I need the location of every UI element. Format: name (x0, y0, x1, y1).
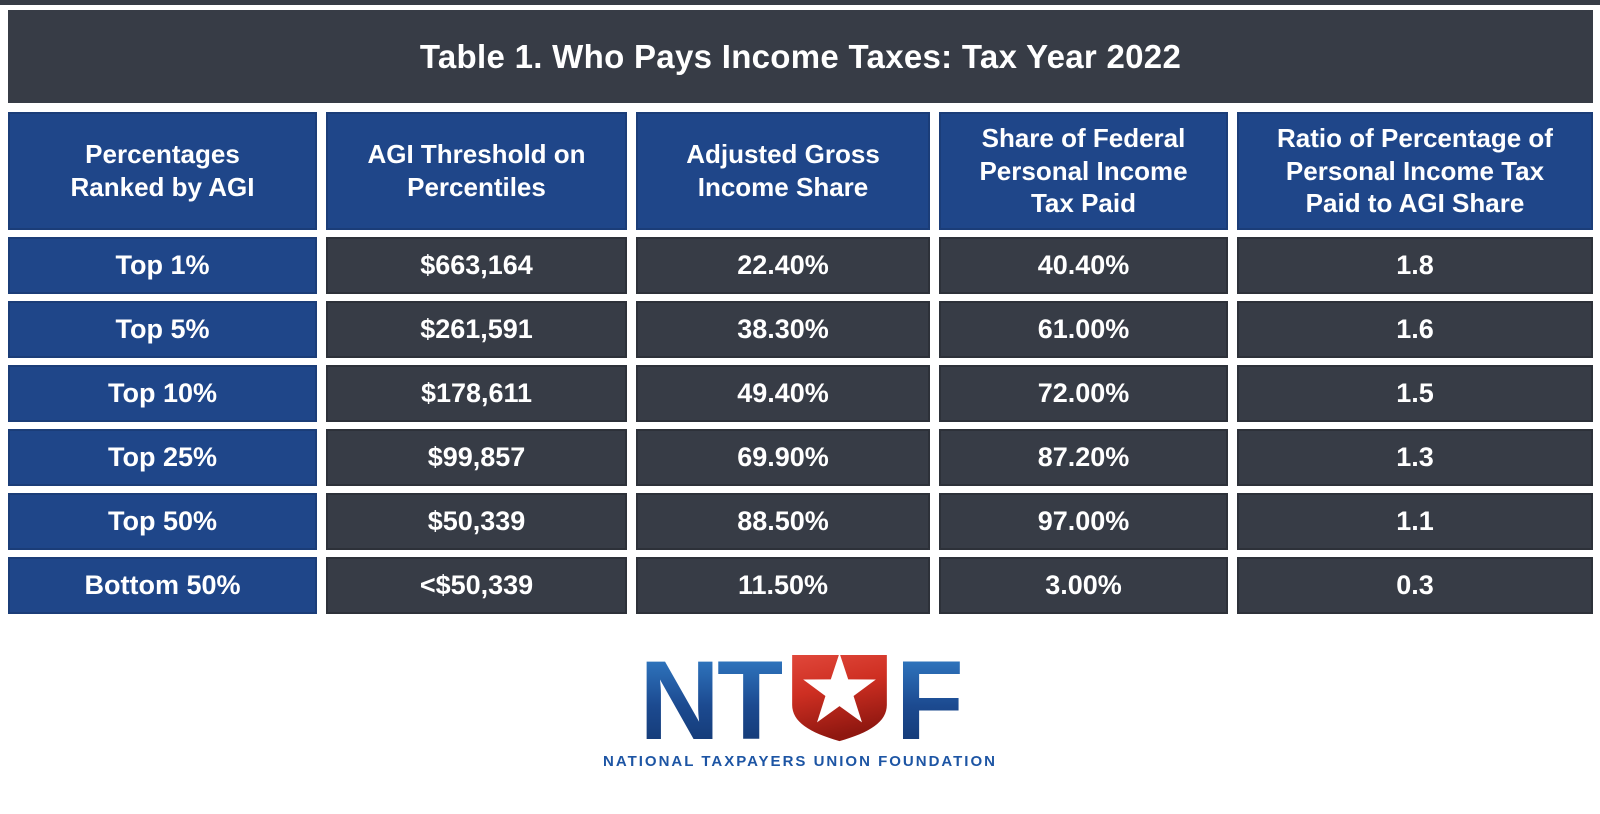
logo-letters: NT F (639, 638, 964, 763)
table-title: Table 1. Who Pays Income Taxes: Tax Year… (419, 37, 1182, 75)
agi-threshold-value: $50,339 (326, 493, 627, 550)
top-border-strip (0, 0, 1600, 5)
tax-share-value: 72.00% (939, 365, 1228, 422)
agi-threshold-value: <$50,339 (326, 557, 627, 614)
agi-threshold-value: $663,164 (326, 237, 627, 294)
row-label: Top 1% (8, 237, 317, 294)
row-label: Top 10% (8, 365, 317, 422)
column-header-ratio: Ratio of Percentage of Personal Income T… (1237, 112, 1593, 230)
row-label: Bottom 50% (8, 557, 317, 614)
tax-table: Percentages Ranked by AGI AGI Threshold … (8, 112, 1593, 614)
agi-share-value: 69.90% (636, 429, 930, 486)
agi-share-value: 11.50% (636, 557, 930, 614)
ratio-value: 1.3 (1237, 429, 1593, 486)
star-shield-icon (792, 655, 888, 742)
agi-threshold-value: $178,611 (326, 365, 627, 422)
logo-text-nt: NT (639, 638, 785, 763)
ratio-value: 0.3 (1237, 557, 1593, 614)
tax-share-value: 61.00% (939, 301, 1228, 358)
row-label: Top 25% (8, 429, 317, 486)
agi-share-value: 88.50% (636, 493, 930, 550)
agi-threshold-value: $99,857 (326, 429, 627, 486)
column-header-agi-share: Adjusted Gross Income Share (636, 112, 930, 230)
ntuf-logo: NT F NATIONAL TAXPAYERS UNION FOUNDATION (0, 638, 1600, 771)
tax-share-value: 97.00% (939, 493, 1228, 550)
ratio-value: 1.8 (1237, 237, 1593, 294)
column-header-agi-threshold: AGI Threshold on Percentiles (326, 112, 627, 230)
logo-tagline: NATIONAL TAXPAYERS UNION FOUNDATION (603, 753, 997, 770)
agi-share-value: 22.40% (636, 237, 930, 294)
row-label: Top 5% (8, 301, 317, 358)
column-header-tax-share: Share of Federal Personal Income Tax Pai… (939, 112, 1228, 230)
table-title-bar: Table 1. Who Pays Income Taxes: Tax Year… (8, 10, 1593, 103)
ratio-value: 1.5 (1237, 365, 1593, 422)
tax-share-value: 3.00% (939, 557, 1228, 614)
logo-text-f: F (895, 638, 963, 763)
agi-threshold-value: $261,591 (326, 301, 627, 358)
agi-share-value: 38.30% (636, 301, 930, 358)
tax-share-value: 40.40% (939, 237, 1228, 294)
row-label: Top 50% (8, 493, 317, 550)
agi-share-value: 49.40% (636, 365, 930, 422)
tax-share-value: 87.20% (939, 429, 1228, 486)
ratio-value: 1.1 (1237, 493, 1593, 550)
ratio-value: 1.6 (1237, 301, 1593, 358)
column-header-percentages-ranked-by-agi: Percentages Ranked by AGI (8, 112, 317, 230)
